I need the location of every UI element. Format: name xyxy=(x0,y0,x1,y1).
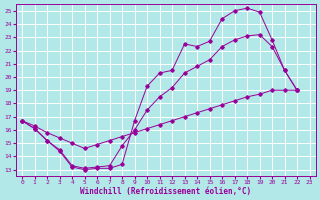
X-axis label: Windchill (Refroidissement éolien,°C): Windchill (Refroidissement éolien,°C) xyxy=(80,187,252,196)
